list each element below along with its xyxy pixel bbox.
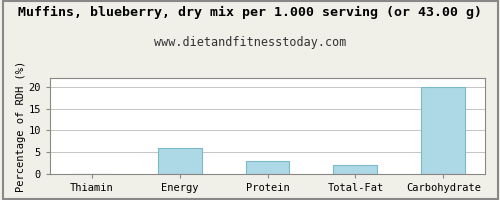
- Bar: [158, 148, 202, 174]
- Bar: [422, 87, 465, 174]
- Text: Muffins, blueberry, dry mix per 1.000 serving (or 43.00 g): Muffins, blueberry, dry mix per 1.000 se…: [18, 6, 482, 19]
- Text: www.dietandfitnesstoday.com: www.dietandfitnesstoday.com: [154, 36, 346, 49]
- Bar: [334, 165, 378, 174]
- Y-axis label: Percentage of RDH (%): Percentage of RDH (%): [16, 60, 26, 192]
- Bar: [246, 161, 290, 174]
